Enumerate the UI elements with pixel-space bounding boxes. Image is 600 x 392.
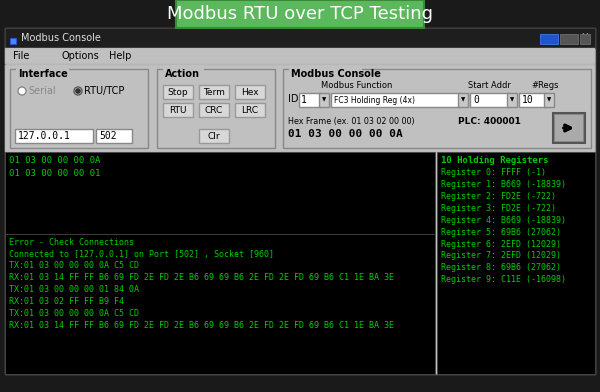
Bar: [331, 93, 461, 107]
Bar: [5, 28, 595, 48]
Bar: [283, 69, 591, 148]
Bar: [580, 34, 590, 44]
Circle shape: [74, 87, 82, 95]
Bar: [540, 34, 558, 44]
Text: 1: 1: [301, 95, 307, 105]
Bar: [5, 65, 595, 152]
Text: Register 8: 69B6 (27062): Register 8: 69B6 (27062): [441, 263, 561, 272]
Text: 10: 10: [522, 95, 534, 105]
Bar: [163, 85, 193, 99]
Text: 01 03 00 00 00 0A: 01 03 00 00 00 0A: [288, 129, 403, 139]
Text: Connected to [127.0.0.1] on Port [502] , Socket [960]: Connected to [127.0.0.1] on Port [502] ,…: [9, 249, 274, 258]
Text: Term: Term: [203, 87, 225, 96]
Text: Start Addr: Start Addr: [468, 80, 511, 89]
Bar: [299, 93, 321, 107]
Bar: [10, 69, 148, 148]
Bar: [10, 38, 16, 44]
Text: Register 0: FFFF (-1): Register 0: FFFF (-1): [441, 167, 546, 176]
Bar: [519, 93, 547, 107]
Text: Stop: Stop: [167, 87, 188, 96]
Text: 10 Holding Registers: 10 Holding Registers: [441, 156, 548, 165]
Bar: [5, 48, 595, 64]
Text: RX:01 03 14 FF FF B6 69 FD 2E FD 2E B6 69 69 B6 2E FD 2E FD 69 B6 C1 1E BA 3E: RX:01 03 14 FF FF B6 69 FD 2E FD 2E B6 6…: [9, 274, 394, 283]
Bar: [5, 152, 435, 234]
Text: ID: ID: [288, 94, 299, 104]
Bar: [555, 115, 583, 141]
Text: ▼: ▼: [510, 98, 514, 102]
Circle shape: [18, 87, 26, 95]
Text: LRC: LRC: [241, 105, 259, 114]
Text: Register 3: FD2E (-722): Register 3: FD2E (-722): [441, 203, 556, 212]
Bar: [96, 129, 132, 143]
Bar: [319, 93, 329, 107]
Text: Action: Action: [165, 69, 200, 79]
Text: Modbus Console: Modbus Console: [291, 69, 381, 79]
Text: Modbus Console: Modbus Console: [21, 33, 101, 43]
Bar: [15, 129, 93, 143]
Text: PLC: 400001: PLC: 400001: [458, 116, 521, 125]
Text: Error - Check Connections: Error - Check Connections: [9, 238, 134, 247]
Bar: [176, 0, 424, 28]
Bar: [470, 93, 510, 107]
Bar: [235, 85, 265, 99]
Text: RTU: RTU: [169, 105, 187, 114]
Text: Register 5: 69B6 (27062): Register 5: 69B6 (27062): [441, 227, 561, 236]
Bar: [544, 93, 554, 107]
Text: Hex: Hex: [241, 87, 259, 96]
Text: TX:01 03 00 00 00 0A C5 CD: TX:01 03 00 00 00 0A C5 CD: [9, 261, 139, 270]
Text: ▼: ▼: [547, 98, 551, 102]
Bar: [199, 85, 229, 99]
Text: Register 9: C11E (-16098): Register 9: C11E (-16098): [441, 276, 566, 285]
Text: 0: 0: [473, 95, 479, 105]
Text: X: X: [581, 33, 589, 43]
Text: Help: Help: [109, 51, 131, 61]
Text: TX:01 03 00 00 00 01 84 0A: TX:01 03 00 00 00 01 84 0A: [9, 285, 139, 294]
Text: Register 4: B669 (-18839): Register 4: B669 (-18839): [441, 216, 566, 225]
Text: Clr: Clr: [208, 131, 220, 140]
Bar: [458, 93, 468, 107]
Text: 01 03 00 00 00 0A: 01 03 00 00 00 0A: [9, 156, 100, 165]
Bar: [11, 39, 15, 43]
Text: ▼: ▼: [461, 98, 465, 102]
Bar: [16, 65, 68, 73]
Text: Interface: Interface: [18, 69, 68, 79]
Text: #Regs: #Regs: [531, 80, 559, 89]
Bar: [437, 152, 595, 374]
Text: Modbus Function: Modbus Function: [321, 80, 392, 89]
Text: Register 7: 2EFD (12029): Register 7: 2EFD (12029): [441, 252, 561, 261]
Bar: [157, 69, 275, 148]
Text: Hex Frame (ex. 01 03 02 00 00): Hex Frame (ex. 01 03 02 00 00): [288, 116, 415, 125]
Text: ▼: ▼: [322, 98, 326, 102]
Text: CRC: CRC: [205, 105, 223, 114]
Text: Options: Options: [61, 51, 99, 61]
Text: Modbus RTU over TCP Testing: Modbus RTU over TCP Testing: [167, 5, 433, 23]
Circle shape: [76, 89, 80, 93]
Text: RX:01 03 14 FF FF B6 69 FD 2E FD 2E B6 69 69 B6 2E FD 2E FD 69 B6 C1 1E BA 3E: RX:01 03 14 FF FF B6 69 FD 2E FD 2E B6 6…: [9, 321, 394, 330]
Text: 127.0.0.1: 127.0.0.1: [18, 131, 71, 141]
Text: Register 1: B669 (-18839): Register 1: B669 (-18839): [441, 180, 566, 189]
Bar: [5, 28, 595, 374]
Bar: [199, 129, 229, 143]
Text: 502: 502: [99, 131, 116, 141]
Bar: [560, 34, 578, 44]
Text: FC3 Holding Reg (4x): FC3 Holding Reg (4x): [334, 96, 415, 105]
Text: File: File: [13, 51, 29, 61]
Text: Register 6: 2EFD (12029): Register 6: 2EFD (12029): [441, 240, 561, 249]
Bar: [507, 93, 517, 107]
Text: RTU/TCP: RTU/TCP: [84, 86, 124, 96]
Bar: [289, 65, 361, 73]
Text: 01 03 00 00 00 01: 01 03 00 00 00 01: [9, 169, 100, 178]
Text: Serial: Serial: [28, 86, 56, 96]
Bar: [163, 65, 203, 73]
Text: Register 2: FD2E (-722): Register 2: FD2E (-722): [441, 192, 556, 200]
Bar: [235, 103, 265, 117]
Text: RX:01 03 02 FF FF B9 F4: RX:01 03 02 FF FF B9 F4: [9, 298, 124, 307]
Bar: [553, 113, 585, 143]
Text: TX:01 03 00 00 00 0A C5 CD: TX:01 03 00 00 00 0A C5 CD: [9, 310, 139, 318]
Bar: [5, 234, 435, 374]
Bar: [163, 103, 193, 117]
Bar: [199, 103, 229, 117]
